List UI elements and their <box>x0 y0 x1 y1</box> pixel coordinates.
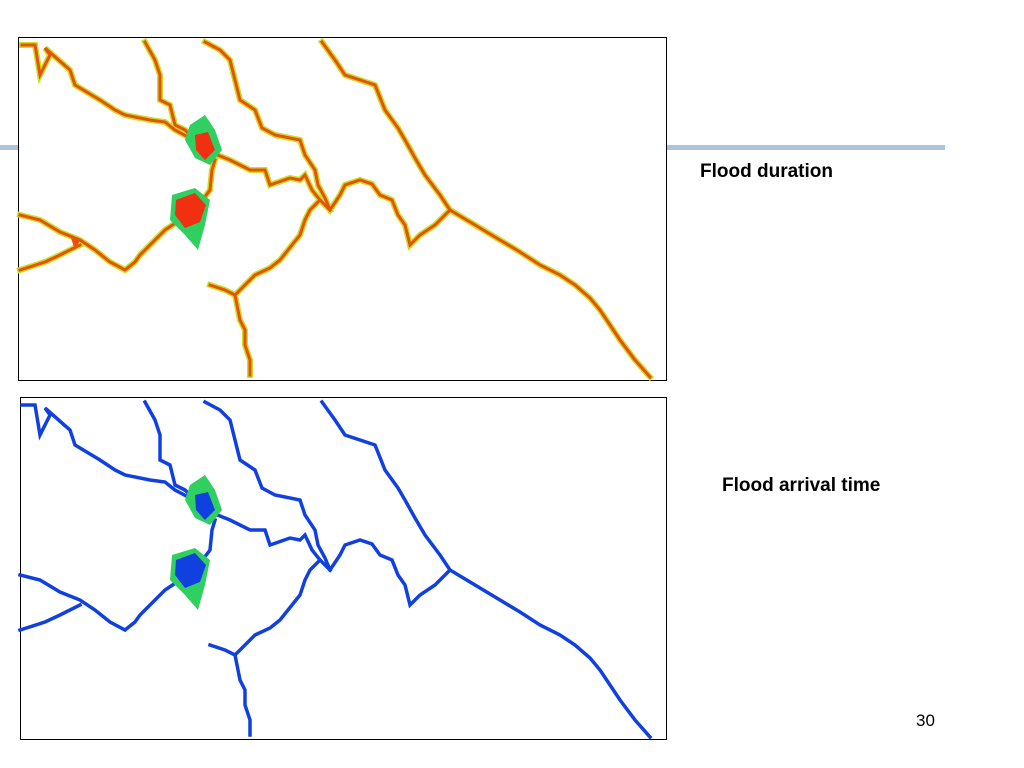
panel-label: Flood duration <box>700 161 833 182</box>
page-number: 30 <box>916 711 935 730</box>
header-rule <box>667 145 945 150</box>
panel-label: Flood arrival time <box>722 475 881 496</box>
arrival-map <box>18 397 667 740</box>
header-rule <box>0 145 18 150</box>
duration-map <box>19 37 667 381</box>
